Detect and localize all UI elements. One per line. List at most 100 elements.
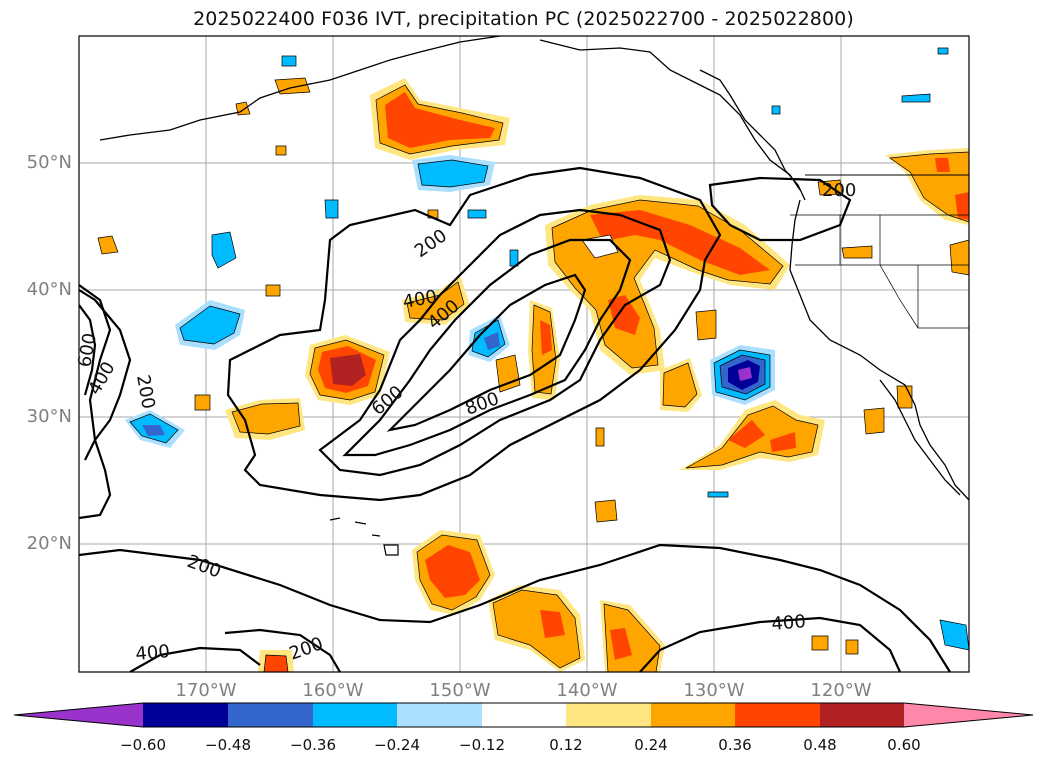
precip-blob <box>770 432 796 452</box>
precip-blob <box>467 209 487 219</box>
lon-label-130w: 130°W <box>683 680 745 701</box>
precip-blob <box>610 628 632 660</box>
coastline-baja <box>879 379 961 496</box>
precip-blob <box>495 354 521 393</box>
lon-label-120w: 120°W <box>810 680 872 701</box>
lat-label-30n: 30°N <box>26 406 72 427</box>
ivt-contour-400 <box>318 208 672 477</box>
precip-blob <box>594 499 618 523</box>
precip-blob <box>728 420 765 448</box>
figure-title: 2025022400 F036 IVT, precipitation PC (2… <box>193 8 854 30</box>
precip-blob <box>695 309 717 341</box>
lat-label-40n: 40°N <box>26 279 72 300</box>
precip-blob <box>896 385 913 409</box>
colorbar-tick: 0.12 <box>549 736 583 754</box>
state-borders <box>790 214 969 329</box>
ivt-contour-400 <box>639 616 902 672</box>
precip-blob <box>771 105 781 115</box>
ivt-contour-200 <box>708 176 852 242</box>
colorbar-outline <box>13 702 1034 728</box>
precip-negative-areas <box>125 47 969 651</box>
precip-blob <box>179 305 241 345</box>
colorbar-tick: 0.24 <box>634 736 668 754</box>
precip-blob <box>275 145 287 156</box>
colorbar-tick: 0.48 <box>803 736 837 754</box>
precip-blob <box>492 589 581 669</box>
precip-blob <box>662 362 698 408</box>
precip-blob <box>417 159 489 188</box>
precip-blob <box>509 249 519 267</box>
ivt-contour-label: 200 <box>822 180 856 201</box>
coastline-bc <box>699 69 806 201</box>
colorbar-tick: −0.36 <box>290 736 336 754</box>
map-content <box>79 36 969 672</box>
precip-blob <box>324 199 339 219</box>
coastline-alaska <box>99 36 501 141</box>
colorbar-bin <box>397 703 482 727</box>
precip-blob <box>194 394 211 411</box>
precip-blob <box>330 354 366 386</box>
colorbar-extend-low <box>14 703 143 727</box>
precip-blob <box>484 332 500 350</box>
colorbar-tick: −0.24 <box>374 736 420 754</box>
ivt-contour-200 <box>79 284 112 520</box>
coastline-gulf-alaska <box>539 39 801 191</box>
precip-blob <box>949 239 969 276</box>
precip-blob <box>841 245 873 259</box>
map-panel <box>79 36 969 672</box>
ivt-contour-800 <box>386 273 587 432</box>
precip-blob <box>863 407 885 435</box>
lat-label-20n: 20°N <box>26 533 72 554</box>
precip-blob <box>935 158 950 172</box>
ivt-contour-200 <box>224 628 341 672</box>
precip-blob <box>707 491 729 498</box>
lon-label-150w: 150°W <box>429 680 491 701</box>
precip-blob <box>142 425 165 436</box>
precip-blob <box>955 192 969 220</box>
precip-blob <box>939 619 969 651</box>
colorbar-bin <box>566 703 651 727</box>
colorbar-bin <box>228 703 313 727</box>
precip-blob <box>811 635 829 651</box>
lon-label-140w: 140°W <box>556 680 618 701</box>
colorbar-bin <box>143 703 228 727</box>
precip-blob <box>265 284 281 297</box>
colorbar-tick: 0.60 <box>887 736 921 754</box>
hawaii-islands <box>329 517 399 556</box>
map-frame <box>78 35 970 673</box>
precip-blob <box>590 210 770 275</box>
lon-label-170w: 170°W <box>175 680 237 701</box>
ivt-contour-600 <box>342 238 632 457</box>
coastlines <box>99 36 969 556</box>
precip-blob <box>97 235 119 255</box>
coastline-us-west <box>789 199 969 501</box>
precip-blob <box>540 320 552 355</box>
ivt-contour-400 <box>79 289 132 461</box>
ivt-contour-label: 400 <box>135 641 171 665</box>
colorbar-tick: −0.12 <box>459 736 505 754</box>
precip-blob <box>211 231 237 269</box>
colorbar-bin <box>313 703 397 727</box>
precip-blob <box>231 402 301 435</box>
colorbar-bin <box>735 703 820 727</box>
colorbar-tick: 0.36 <box>718 736 752 754</box>
colorbar-bin <box>820 703 904 727</box>
gridlines <box>79 36 969 672</box>
ivt-contour-200 <box>79 543 951 672</box>
precip-blob <box>595 427 605 447</box>
colorbar-tick: −0.48 <box>205 736 251 754</box>
lat-label-50n: 50°N <box>26 152 72 173</box>
ivt-contour-600 <box>79 304 97 396</box>
precip-blob <box>281 55 297 67</box>
colorbar-extend-high <box>904 703 1033 727</box>
colorbar-bin <box>651 703 735 727</box>
colorbar-tick: −0.60 <box>120 736 166 754</box>
precip-blob <box>425 545 480 598</box>
precip-blob <box>540 610 565 638</box>
colorbar <box>13 702 1034 728</box>
precip-blob <box>738 367 752 381</box>
ivt-contour-400 <box>129 646 261 672</box>
lon-label-160w: 160°W <box>302 680 364 701</box>
colorbar-bin <box>482 703 566 727</box>
